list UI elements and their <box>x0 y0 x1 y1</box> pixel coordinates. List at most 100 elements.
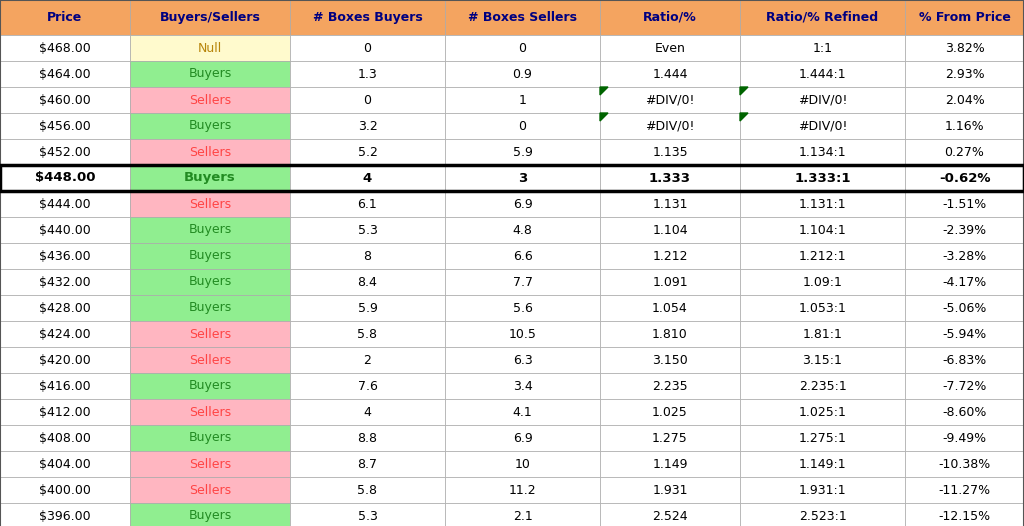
Bar <box>740 243 905 269</box>
Text: 1.333:1: 1.333:1 <box>795 171 851 185</box>
Text: Sellers: Sellers <box>189 458 231 470</box>
Bar <box>130 321 290 347</box>
Text: Buyers: Buyers <box>184 171 236 185</box>
Text: 1.16%: 1.16% <box>945 119 984 133</box>
Text: Null: Null <box>198 42 222 55</box>
Bar <box>445 87 600 113</box>
Text: $448.00: $448.00 <box>35 171 95 185</box>
Bar <box>600 503 740 526</box>
Bar <box>905 61 1024 87</box>
Bar <box>290 503 445 526</box>
Bar <box>130 451 290 477</box>
Text: 8.7: 8.7 <box>357 458 378 470</box>
Bar <box>130 425 290 451</box>
Bar <box>130 269 290 295</box>
Text: Buyers: Buyers <box>188 67 231 80</box>
Bar <box>600 87 740 113</box>
Text: $416.00: $416.00 <box>39 379 91 392</box>
Text: $432.00: $432.00 <box>39 276 91 288</box>
Text: 6.9: 6.9 <box>513 431 532 444</box>
Bar <box>445 477 600 503</box>
Bar <box>905 399 1024 425</box>
Polygon shape <box>600 113 608 121</box>
Text: $456.00: $456.00 <box>39 119 91 133</box>
Bar <box>130 295 290 321</box>
Text: 1.149:1: 1.149:1 <box>799 458 846 470</box>
Text: $452.00: $452.00 <box>39 146 91 158</box>
Bar <box>290 0 445 35</box>
Text: 5.2: 5.2 <box>357 146 378 158</box>
Text: Ratio/% Refined: Ratio/% Refined <box>766 11 879 24</box>
Text: -4.17%: -4.17% <box>942 276 987 288</box>
Bar <box>130 0 290 35</box>
Text: 5.9: 5.9 <box>513 146 532 158</box>
Text: 11.2: 11.2 <box>509 483 537 497</box>
Bar <box>130 61 290 87</box>
Text: 0.27%: 0.27% <box>944 146 984 158</box>
Bar <box>130 165 290 191</box>
Bar <box>600 451 740 477</box>
Bar <box>445 399 600 425</box>
Bar <box>130 139 290 165</box>
Bar <box>740 191 905 217</box>
Bar <box>905 425 1024 451</box>
Text: 1.104: 1.104 <box>652 224 688 237</box>
Bar <box>905 451 1024 477</box>
Text: 8.4: 8.4 <box>357 276 378 288</box>
Bar <box>905 217 1024 243</box>
Text: 2.235: 2.235 <box>652 379 688 392</box>
Bar <box>445 347 600 373</box>
Bar <box>600 321 740 347</box>
Bar <box>740 87 905 113</box>
Polygon shape <box>740 87 748 95</box>
Text: -1.51%: -1.51% <box>942 197 987 210</box>
Bar <box>130 243 290 269</box>
Text: 3.82%: 3.82% <box>944 42 984 55</box>
Text: 6.3: 6.3 <box>513 353 532 367</box>
Text: 1.104:1: 1.104:1 <box>799 224 847 237</box>
Bar <box>0 165 130 191</box>
Text: 1.054: 1.054 <box>652 301 688 315</box>
Bar <box>290 451 445 477</box>
Text: $460.00: $460.00 <box>39 94 91 106</box>
Bar <box>445 217 600 243</box>
Text: 1.81:1: 1.81:1 <box>803 328 843 340</box>
Bar <box>0 165 1024 191</box>
Text: Ratio/%: Ratio/% <box>643 11 697 24</box>
Text: #DIV/0!: #DIV/0! <box>645 119 694 133</box>
Bar <box>130 503 290 526</box>
Bar <box>600 113 740 139</box>
Text: 6.6: 6.6 <box>513 249 532 262</box>
Polygon shape <box>740 113 748 121</box>
Bar <box>0 217 130 243</box>
Bar <box>130 477 290 503</box>
Text: 2.524: 2.524 <box>652 510 688 522</box>
Bar <box>905 0 1024 35</box>
Bar <box>0 425 130 451</box>
Bar <box>740 139 905 165</box>
Text: # Boxes Buyers: # Boxes Buyers <box>312 11 422 24</box>
Text: $408.00: $408.00 <box>39 431 91 444</box>
Text: 1.134:1: 1.134:1 <box>799 146 846 158</box>
Text: #DIV/0!: #DIV/0! <box>798 94 847 106</box>
Bar <box>905 35 1024 61</box>
Text: 1.135: 1.135 <box>652 146 688 158</box>
Bar <box>600 165 740 191</box>
Bar <box>0 243 130 269</box>
Bar <box>290 113 445 139</box>
Text: 10: 10 <box>515 458 530 470</box>
Text: 1.09:1: 1.09:1 <box>803 276 843 288</box>
Bar <box>290 217 445 243</box>
Bar <box>0 347 130 373</box>
Bar <box>600 477 740 503</box>
Text: 4: 4 <box>362 171 372 185</box>
Text: 8.8: 8.8 <box>357 431 378 444</box>
Bar <box>905 191 1024 217</box>
Bar <box>290 35 445 61</box>
Bar <box>740 425 905 451</box>
Text: 1.212:1: 1.212:1 <box>799 249 846 262</box>
Text: 7.6: 7.6 <box>357 379 378 392</box>
Text: Sellers: Sellers <box>189 197 231 210</box>
Text: 1.931:1: 1.931:1 <box>799 483 846 497</box>
Text: -10.38%: -10.38% <box>938 458 990 470</box>
